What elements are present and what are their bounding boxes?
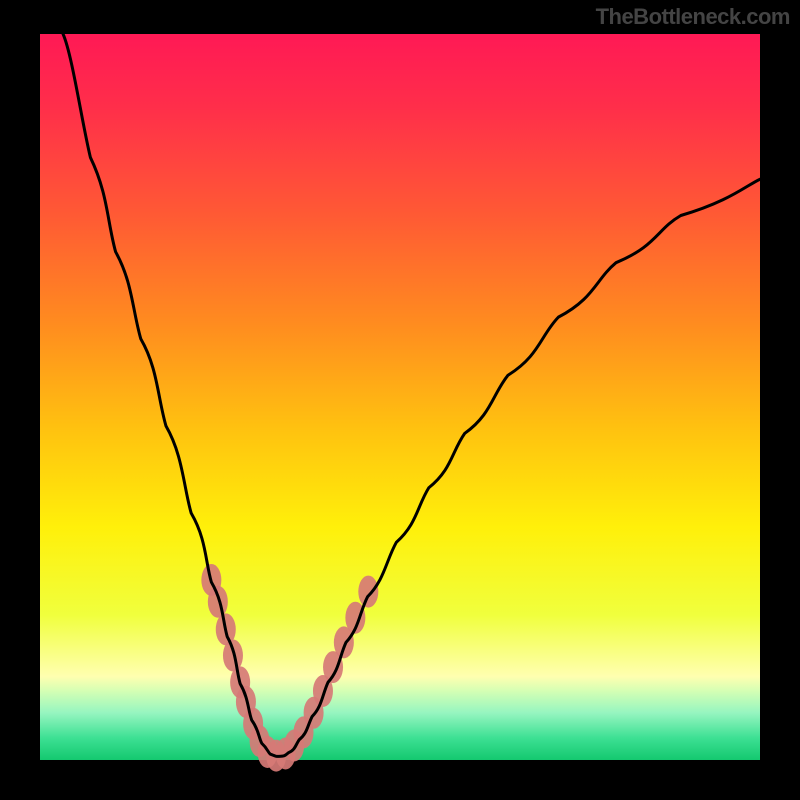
bottleneck-chart [0,0,800,800]
chart-container: TheBottleneck.com [0,0,800,800]
data-marker [358,576,378,608]
data-marker [208,586,228,618]
watermark-text: TheBottleneck.com [596,4,790,30]
plot-background [40,34,760,760]
